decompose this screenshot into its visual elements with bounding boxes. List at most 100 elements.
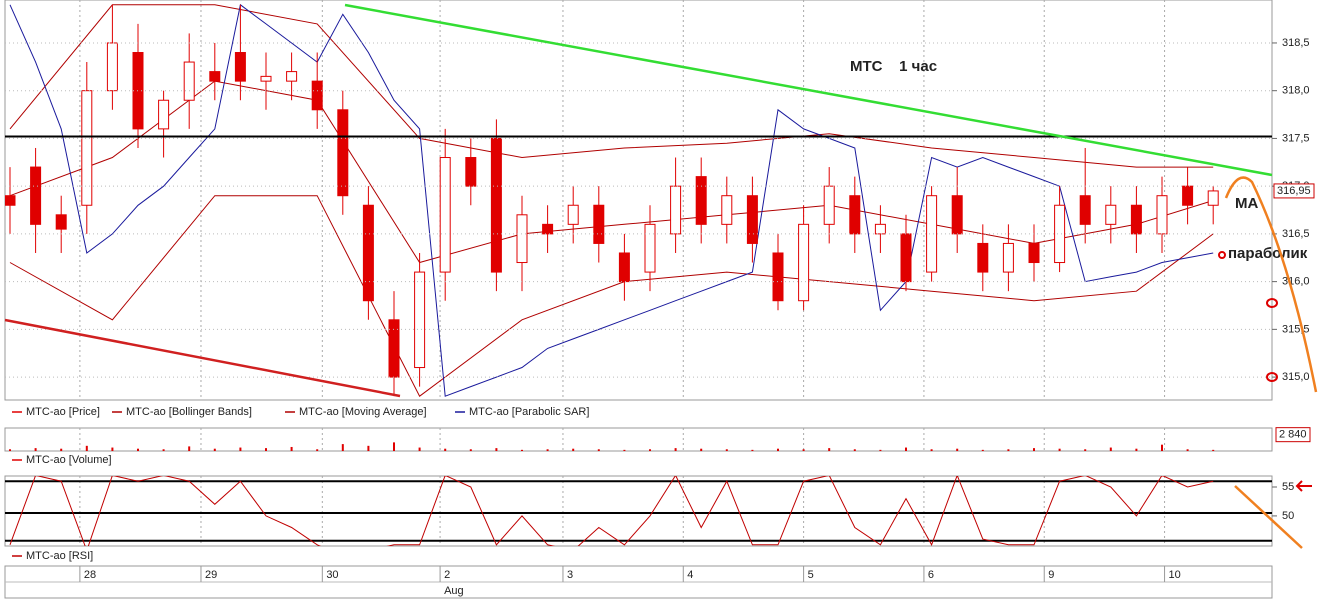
plot-layer: 28 29 30 2 3 4 5 6 9 10 Aug 315,0 315,5 316,0 316,5 317… xyxy=(5,0,1315,597)
forecast-arrow xyxy=(1234,485,1303,549)
volume-bar xyxy=(1135,448,1138,451)
volume-bar xyxy=(1212,449,1215,451)
candle-body xyxy=(5,195,16,206)
x-tick-label: 5 xyxy=(808,569,814,581)
legend-label: MTC-ao [Moving Average] xyxy=(299,406,427,418)
candle-body xyxy=(414,271,426,369)
volume-bar xyxy=(444,448,447,451)
candle-body xyxy=(823,185,835,225)
volume-bar xyxy=(956,448,959,451)
candle-body xyxy=(746,195,758,244)
candle-body xyxy=(1002,242,1014,273)
volume-bar xyxy=(802,449,805,451)
candle-body xyxy=(900,233,912,283)
volume-bar xyxy=(111,447,114,451)
candle-body xyxy=(1130,204,1142,235)
volume-bar xyxy=(1058,448,1061,451)
volume-bar xyxy=(597,449,600,451)
candle-body xyxy=(106,42,118,92)
volume-bar xyxy=(9,449,11,451)
candle-body xyxy=(234,52,246,82)
volume-bar xyxy=(34,448,37,451)
x-tick-label: 3 xyxy=(567,569,573,581)
candle-body xyxy=(1028,242,1040,264)
chart-title: МТС 1 час xyxy=(850,58,937,75)
x-tick-label: 29 xyxy=(205,569,217,581)
volume-bar xyxy=(981,449,984,451)
volume-bar xyxy=(137,448,139,451)
candle-body xyxy=(490,137,502,273)
candle-body xyxy=(874,223,886,235)
candle-body xyxy=(670,185,682,235)
y-tick-label: 318,0 xyxy=(1282,85,1310,97)
price-panel xyxy=(4,0,1273,401)
y-tick-label: 316,5 xyxy=(1282,228,1310,240)
candle-body xyxy=(1105,204,1117,225)
legend-label: MTC-ao [Parabolic SAR] xyxy=(469,406,589,418)
x-tick-label: 6 xyxy=(928,569,934,581)
y-tick-label: 2 840 xyxy=(1279,429,1307,441)
candle-body xyxy=(593,204,605,244)
candle-body xyxy=(81,90,93,206)
candle-body xyxy=(542,223,554,235)
volume-bar xyxy=(1161,444,1163,451)
candle-body xyxy=(388,319,400,378)
volume-bar xyxy=(341,444,344,451)
y-tick-label: 50 xyxy=(1282,510,1294,522)
candle-body xyxy=(158,99,170,130)
candle-body xyxy=(337,109,349,197)
x-tick-label: 30 xyxy=(326,569,338,581)
candle-body xyxy=(362,204,374,302)
volume-bar xyxy=(674,448,677,451)
volume-bar xyxy=(853,449,856,451)
forecast-arrow xyxy=(1224,176,1318,393)
volume-bar xyxy=(469,449,472,451)
candle-body xyxy=(260,75,272,82)
rsi-panel xyxy=(4,475,1273,547)
volume-bar xyxy=(905,447,907,451)
volume-bar xyxy=(751,449,754,451)
annotation: MA xyxy=(1235,195,1258,212)
volume-bar xyxy=(85,445,88,451)
candle-body xyxy=(695,176,707,225)
y-tick-label: 318,5 xyxy=(1282,37,1310,49)
volume-bar xyxy=(879,449,882,451)
candle-body xyxy=(465,157,477,187)
volume-bar xyxy=(725,449,728,451)
candle-body xyxy=(183,61,195,101)
volume-bar xyxy=(930,449,933,451)
candle-body xyxy=(209,71,221,82)
legend-label: MTC-ao [Price] xyxy=(26,406,100,418)
volume-bar xyxy=(572,448,575,451)
volume-bar xyxy=(162,449,165,451)
candle-body xyxy=(311,80,323,111)
x-tick-label: 28 xyxy=(84,569,96,581)
legend-label: MTC-ao [Volume] xyxy=(26,454,112,466)
y-tick-label: 316,0 xyxy=(1282,276,1310,288)
month-label: Aug xyxy=(444,585,464,597)
indicator-line xyxy=(9,3,1214,397)
volume-bar xyxy=(188,446,191,451)
marker xyxy=(1218,251,1226,259)
candle-body xyxy=(567,204,579,225)
candle-body xyxy=(849,195,861,235)
candle-body xyxy=(1207,190,1219,206)
volume-bar xyxy=(495,448,498,451)
last-price-box xyxy=(1273,183,1315,199)
volume-bar xyxy=(1186,449,1189,451)
price-series xyxy=(5,3,1219,397)
last-price-label: 316,95 xyxy=(1277,185,1311,197)
volume-bar xyxy=(623,449,626,451)
volume-bar xyxy=(239,447,242,451)
trend-line xyxy=(4,318,401,398)
candle-body xyxy=(926,195,938,273)
volume-bar xyxy=(546,449,549,451)
candle-body xyxy=(286,71,298,82)
volume-bar xyxy=(777,448,779,451)
candle-body xyxy=(55,214,67,230)
volume-bar xyxy=(265,448,267,451)
y-tick-label: 317,5 xyxy=(1282,132,1310,144)
volume-bar xyxy=(521,449,523,451)
volume-bar xyxy=(367,445,370,451)
